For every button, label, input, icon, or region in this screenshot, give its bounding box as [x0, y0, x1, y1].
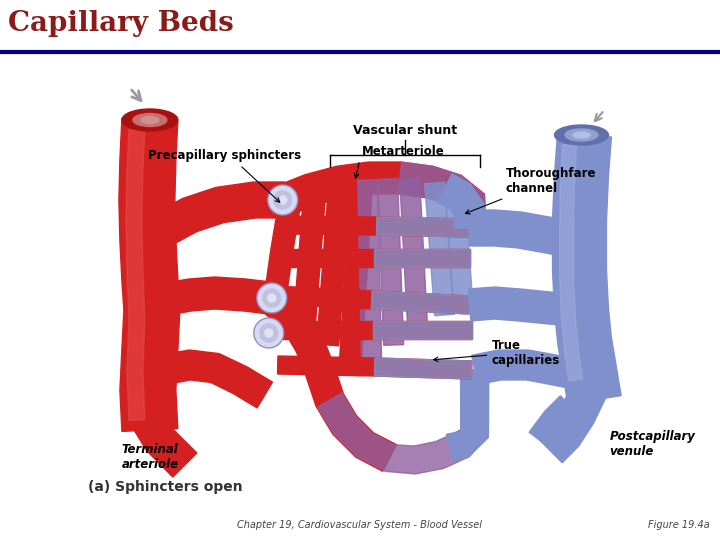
Polygon shape — [153, 182, 284, 246]
Text: Precapillary sphincters: Precapillary sphincters — [148, 149, 302, 162]
Polygon shape — [119, 119, 180, 431]
Text: Postcapillary
venule: Postcapillary venule — [609, 430, 696, 458]
Polygon shape — [131, 394, 177, 434]
Polygon shape — [278, 356, 472, 379]
Text: Vascular shunt: Vascular shunt — [353, 124, 456, 137]
Polygon shape — [472, 350, 582, 390]
Ellipse shape — [133, 113, 167, 126]
Ellipse shape — [122, 109, 178, 131]
Circle shape — [263, 289, 281, 307]
Polygon shape — [469, 210, 575, 258]
Polygon shape — [159, 350, 272, 408]
Ellipse shape — [573, 132, 590, 138]
Text: Thoroughfare
channel: Thoroughfare channel — [505, 167, 596, 195]
Polygon shape — [377, 217, 469, 237]
Circle shape — [268, 294, 276, 302]
Polygon shape — [374, 358, 472, 379]
Polygon shape — [529, 396, 579, 448]
Polygon shape — [318, 370, 489, 474]
Ellipse shape — [565, 129, 598, 141]
Polygon shape — [445, 190, 472, 301]
Polygon shape — [372, 291, 470, 314]
Polygon shape — [126, 130, 145, 420]
Circle shape — [260, 324, 278, 342]
Text: Metarteriole: Metarteriole — [361, 145, 444, 158]
Polygon shape — [279, 162, 485, 228]
Text: True
capillaries: True capillaries — [492, 339, 560, 367]
Text: (a) Sphincters open: (a) Sphincters open — [88, 480, 243, 494]
Polygon shape — [278, 249, 469, 267]
Polygon shape — [397, 162, 485, 228]
Ellipse shape — [141, 117, 159, 124]
Circle shape — [268, 185, 298, 215]
Polygon shape — [437, 174, 485, 228]
Polygon shape — [317, 183, 351, 346]
Polygon shape — [338, 179, 373, 376]
Text: Terminal
arteriole: Terminal arteriole — [121, 443, 179, 471]
Text: Figure 19.4a: Figure 19.4a — [647, 520, 709, 530]
Polygon shape — [358, 180, 382, 365]
Polygon shape — [425, 182, 454, 316]
Polygon shape — [373, 321, 472, 339]
Text: Capillary Beds: Capillary Beds — [8, 10, 234, 37]
Polygon shape — [275, 321, 472, 339]
Polygon shape — [274, 286, 470, 314]
Polygon shape — [294, 191, 325, 321]
Polygon shape — [378, 179, 404, 346]
Circle shape — [274, 191, 292, 209]
Circle shape — [257, 283, 287, 313]
Polygon shape — [537, 382, 606, 463]
Polygon shape — [260, 287, 397, 471]
Polygon shape — [446, 370, 489, 462]
Circle shape — [279, 196, 287, 204]
Polygon shape — [159, 277, 271, 316]
Polygon shape — [284, 216, 469, 237]
Circle shape — [253, 318, 284, 348]
Text: Chapter 19, Cardiovascular System - Blood Vessel: Chapter 19, Cardiovascular System - Bloo… — [237, 520, 482, 530]
Polygon shape — [374, 249, 469, 267]
Polygon shape — [400, 178, 428, 328]
Polygon shape — [552, 133, 621, 404]
Polygon shape — [559, 145, 582, 381]
Polygon shape — [264, 201, 300, 301]
Polygon shape — [468, 287, 576, 326]
Ellipse shape — [554, 125, 608, 145]
Polygon shape — [133, 411, 197, 477]
Circle shape — [265, 329, 273, 337]
